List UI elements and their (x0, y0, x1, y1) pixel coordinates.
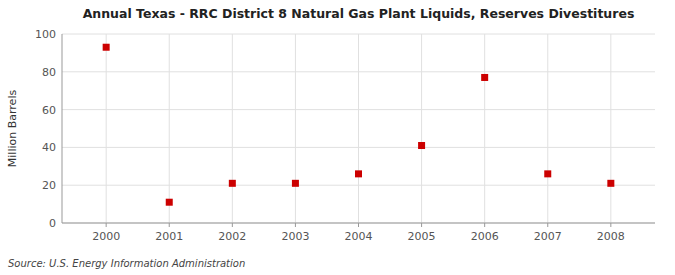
grid-line-x (421, 34, 422, 223)
chart-container: Annual Texas - RRC District 8 Natural Ga… (0, 0, 675, 275)
y-axis-line (62, 34, 63, 223)
x-tick-mark (106, 223, 107, 227)
x-tick-mark (295, 223, 296, 227)
x-tick-label: 2001 (155, 230, 183, 243)
x-tick-label: 2004 (345, 230, 373, 243)
grid-line-x (610, 34, 611, 223)
data-point (166, 199, 173, 206)
y-tick-label: 100 (35, 28, 56, 41)
x-tick-mark (421, 223, 422, 227)
x-tick-label: 2008 (597, 230, 625, 243)
x-tick-mark (169, 223, 170, 227)
y-tick-label: 0 (49, 217, 56, 230)
grid-line-y (62, 223, 655, 224)
points (103, 44, 615, 206)
data-point (229, 180, 236, 187)
grid-line-x (358, 34, 359, 223)
x-tick-label: 2000 (92, 230, 120, 243)
data-point (607, 180, 614, 187)
x-tick-label: 2006 (471, 230, 499, 243)
y-tick-label: 80 (42, 66, 56, 79)
data-point (355, 170, 362, 177)
data-point (418, 142, 425, 149)
x-tick-label: 2003 (281, 230, 309, 243)
axes: 0 20 40 60 80 100 2000 2001 2002 2003 2004 2005 2006… (35, 28, 655, 243)
x-axis-line (62, 223, 655, 224)
data-point (544, 170, 551, 177)
grid-line-x (547, 34, 548, 223)
grid-line-x (232, 34, 233, 223)
x-tick-mark (484, 223, 485, 227)
y-tick-label: 20 (42, 179, 56, 192)
x-tick-mark (232, 223, 233, 227)
y-tick-label: 40 (42, 141, 56, 154)
x-tick-mark (547, 223, 548, 227)
source-note: Source: U.S. Energy Information Administ… (8, 258, 245, 269)
y-tick-label: 60 (42, 104, 56, 117)
chart-svg: Annual Texas - RRC District 8 Natural Ga… (0, 0, 675, 275)
grid-line-x (169, 34, 170, 223)
x-tick-mark (610, 223, 611, 227)
x-tick-mark (358, 223, 359, 227)
grid-line-x (484, 34, 485, 223)
data-point (292, 180, 299, 187)
x-tick-label: 2005 (408, 230, 436, 243)
y-axis-label: Million Barrels (6, 90, 19, 168)
grid (62, 34, 655, 223)
grid-line-x (295, 34, 296, 223)
chart-title: Annual Texas - RRC District 8 Natural Ga… (83, 6, 635, 21)
data-point (103, 44, 110, 51)
data-point (481, 74, 488, 81)
grid-line-x (106, 34, 107, 223)
x-tick-label: 2007 (534, 230, 562, 243)
x-tick-label: 2002 (218, 230, 246, 243)
